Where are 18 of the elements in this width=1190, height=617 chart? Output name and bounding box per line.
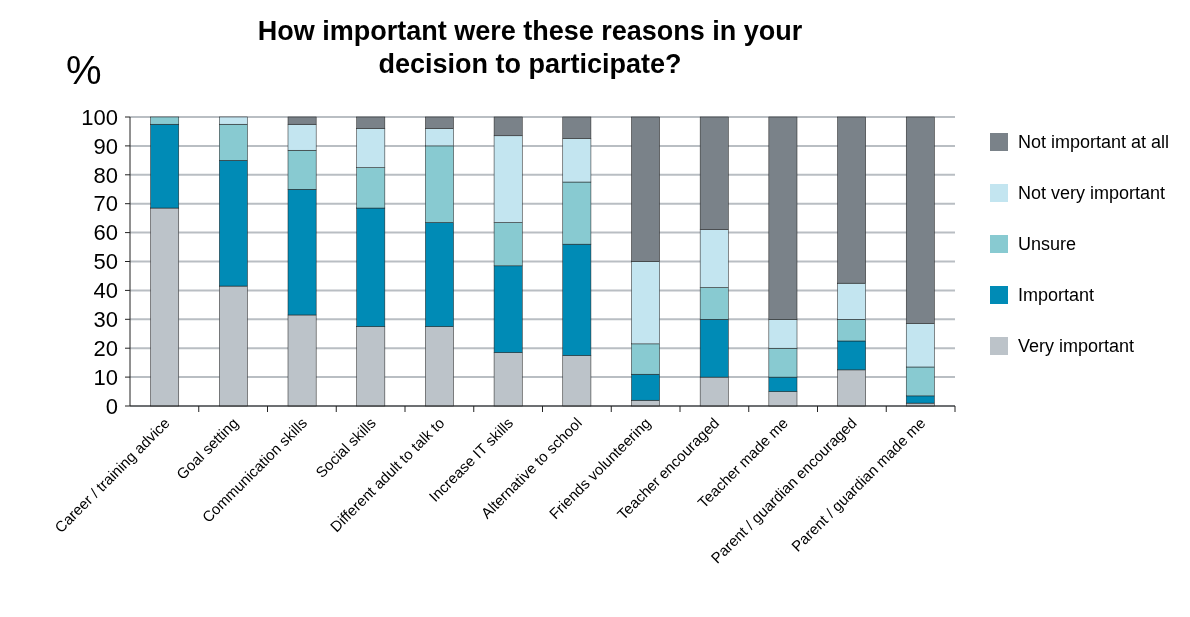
legend-label: Very important [1018,336,1135,357]
y-tick-label: 20 [93,335,118,361]
y-tick-label: 10 [93,364,118,390]
y-tick-label: 0 [105,393,118,419]
y-tick-label: 30 [93,307,118,332]
y-tick-label: 70 [93,191,118,217]
y-tick-label: 40 [93,278,118,304]
y-tick-label: 100 [81,104,118,130]
y-tick-label: 90 [93,133,118,159]
y-tick-label: 80 [93,162,118,188]
legend-label: Unsure [1018,234,1077,255]
y-tick-label: 60 [93,220,118,246]
legend-label: Not important at all [1018,132,1170,153]
chart-title: How important were these reasons in your decision to participate? [257,16,803,79]
y-axis-title: % [66,48,102,92]
legend-label: Important [1018,285,1095,306]
legend-label: Not very important [1018,183,1166,204]
y-tick-label: 50 [93,249,118,275]
